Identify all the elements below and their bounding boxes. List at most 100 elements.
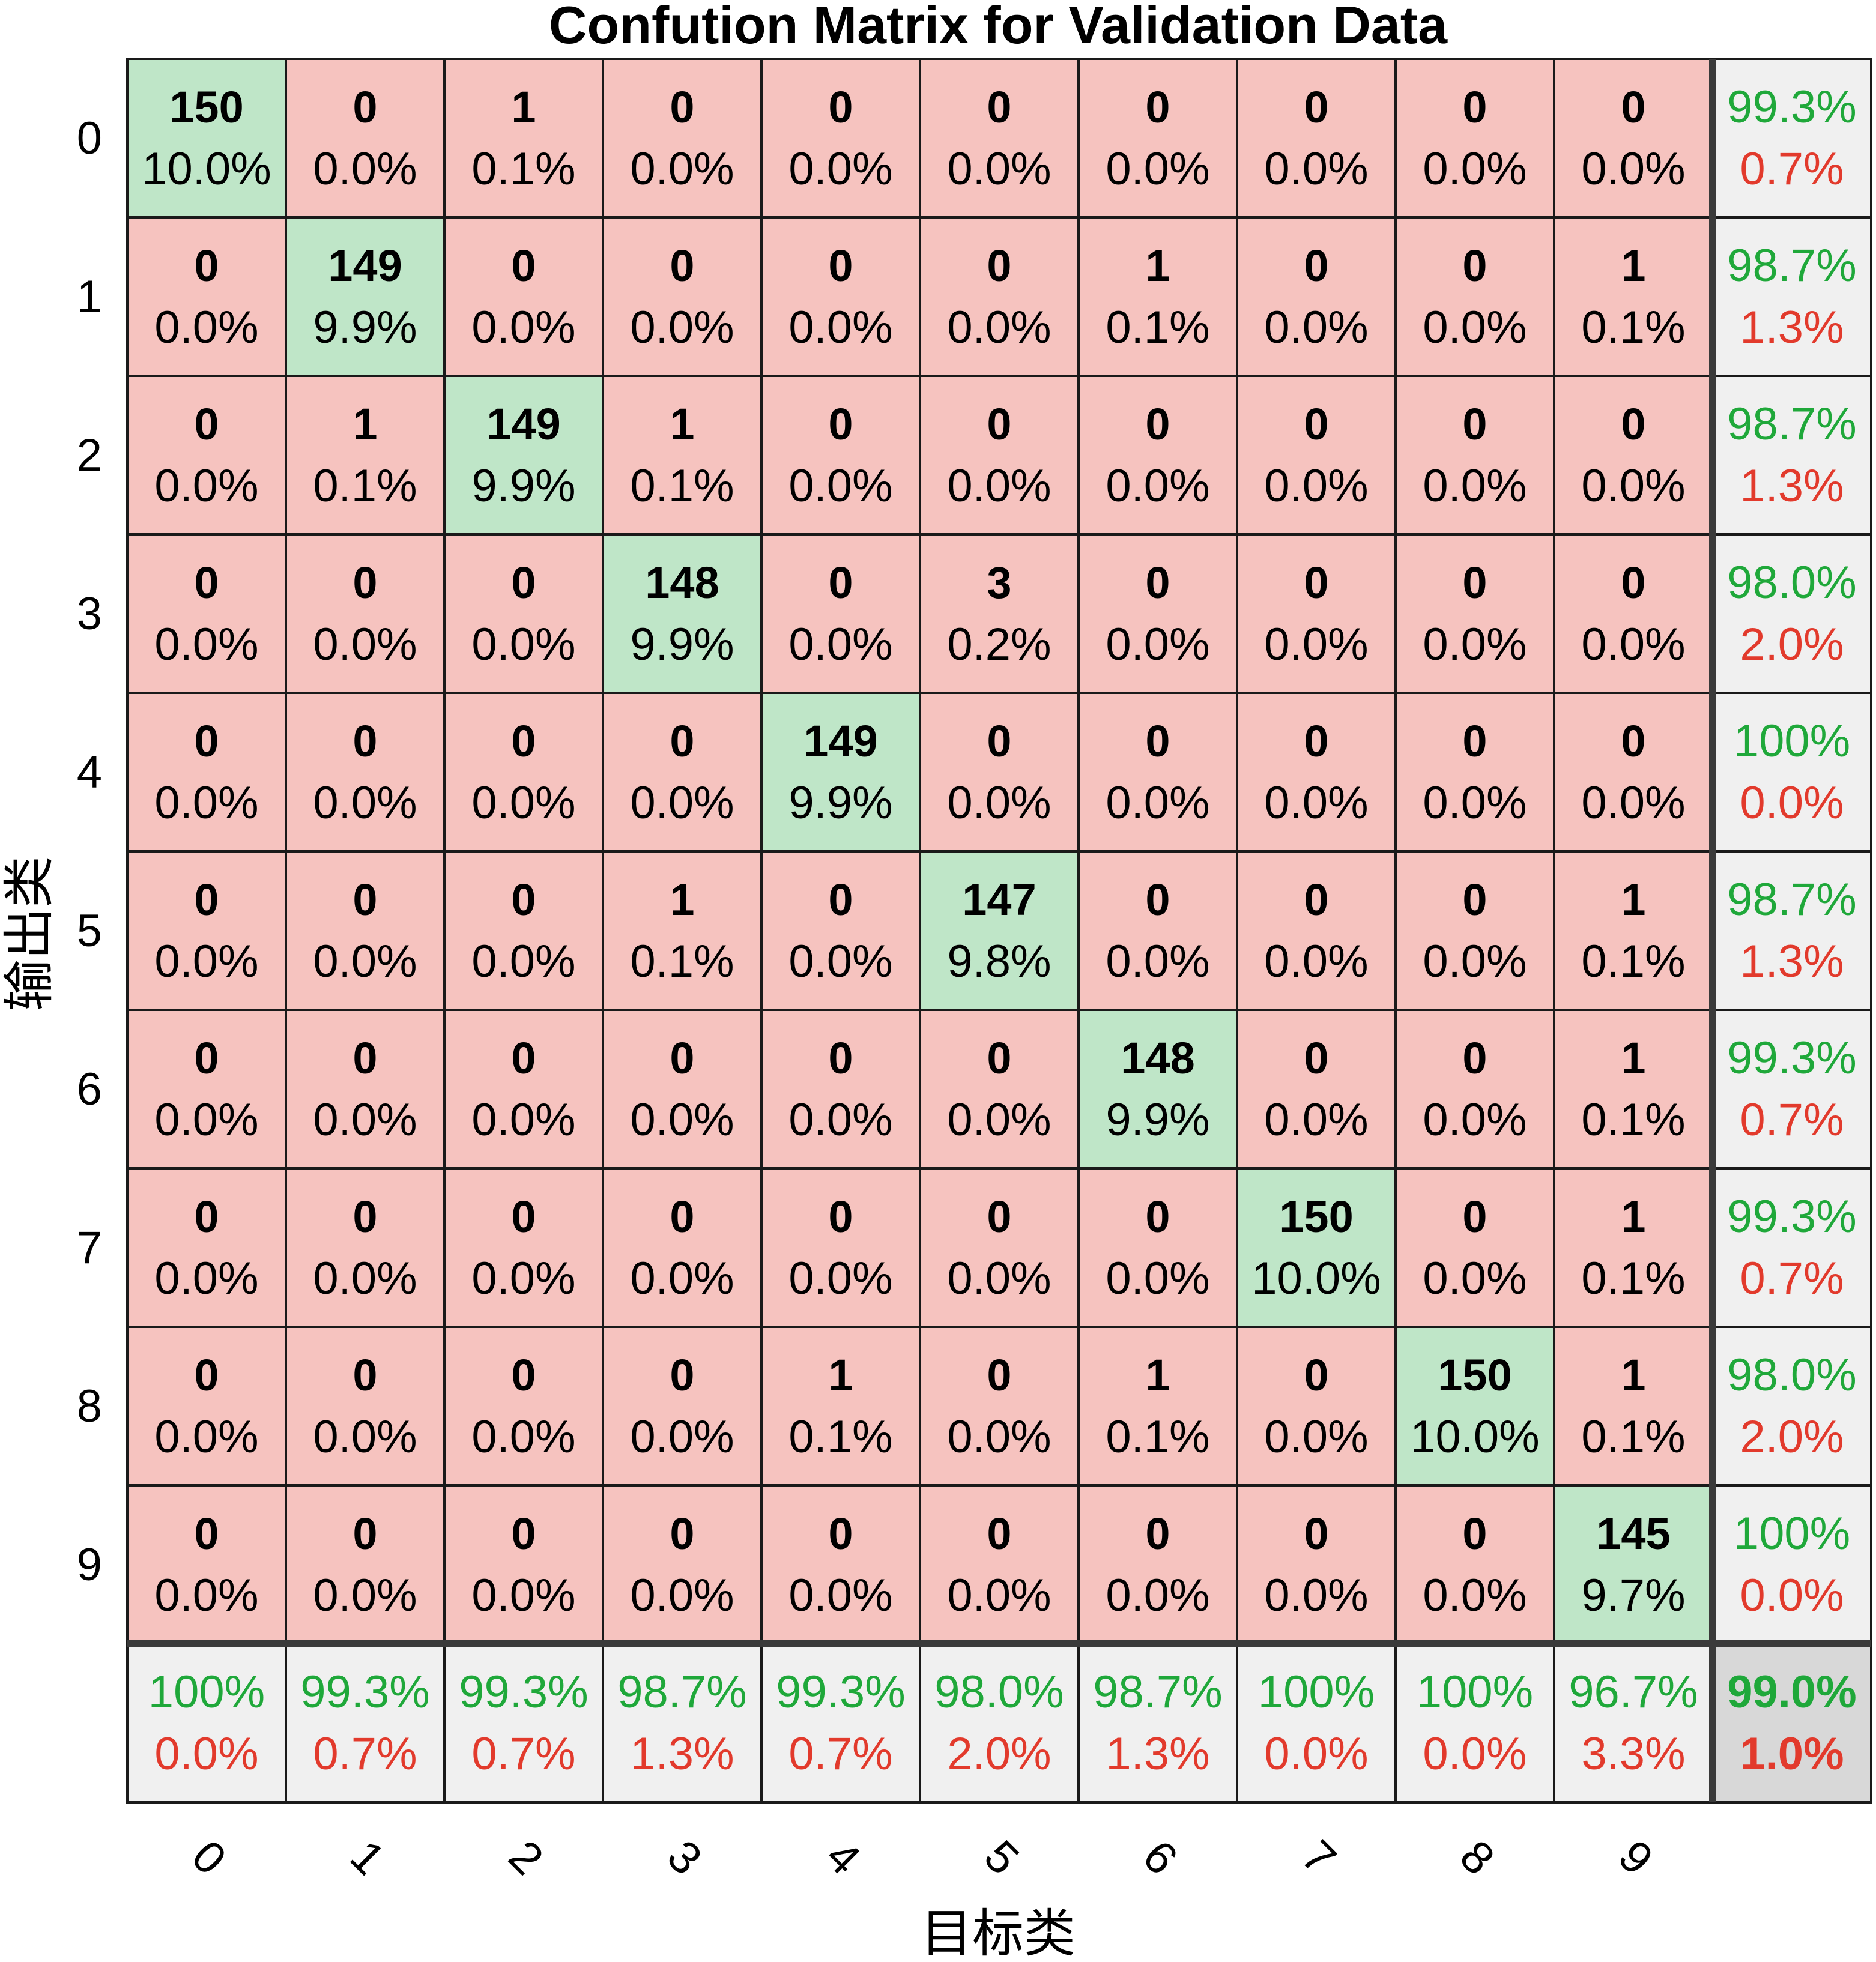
col-summary-cell [443,1643,604,1804]
cell-count: 1 [353,399,377,449]
row-summary-cell [1711,533,1872,694]
matrix-cell [602,216,763,377]
cell-percent: 0.0% [630,777,734,829]
matrix-cell [1077,692,1238,853]
x-tick-label: 0 [182,1831,236,1885]
cell-count: 0 [1621,399,1645,449]
cell-percent: 0.0% [1581,460,1685,512]
cell-count: 0 [353,1033,377,1083]
matrix-cell [919,533,1080,694]
cell-percent: 0.1% [1581,1253,1685,1304]
matrix-cell [1077,1326,1238,1487]
cell-percent: 0.0% [471,1253,575,1304]
cell-count: 147 [962,875,1036,925]
cell-count: 0 [353,875,377,925]
row-summary-cell [1711,1484,1872,1645]
matrix-cell [443,58,604,219]
matrix-cell [1236,216,1397,377]
matrix-cell [1394,1009,1555,1170]
cell-percent: 0.0% [947,143,1051,195]
x-tick-label: 1 [340,1831,395,1885]
cell-count: 0 [670,1509,694,1559]
cell-count: 1 [670,399,694,449]
cell-count: 0 [1462,241,1487,291]
cell-percent: 0.1% [1581,1411,1685,1462]
row-summary-cell [1711,216,1872,377]
cell-percent: 0.0% [1423,1253,1527,1304]
matrix-cell [760,375,921,536]
matrix-cell [1077,216,1238,377]
cell-count: 0 [194,875,219,925]
matrix-cell [1077,1009,1238,1170]
cell-count: 0 [1462,1033,1487,1083]
cell-percent: 0.0% [1106,143,1209,195]
cell-count: 0 [1304,558,1328,608]
matrix-cell [919,58,1080,219]
col-error-rate: 0.0% [154,1728,258,1779]
matrix-cell [126,1326,287,1487]
matrix-cell [1394,1326,1555,1487]
col-correct-rate: 96.7% [1569,1667,1698,1718]
cell-count: 0 [511,1192,536,1242]
matrix-cell [602,1009,763,1170]
matrix-cell [1553,533,1714,694]
cell-count: 0 [511,716,536,766]
cell-count: 0 [353,558,377,608]
x-tick-label: 9 [1609,1831,1663,1885]
matrix-cell [126,58,287,219]
row-error-rate: 1.3% [1740,936,1844,987]
row-summary-cell [1711,692,1872,853]
cell-percent: 9.9% [788,777,892,829]
matrix-cell [126,850,287,1011]
cell-percent: 9.8% [947,936,1051,987]
cell-percent: 0.0% [313,1094,417,1146]
cell-count: 0 [670,1033,694,1083]
col-error-rate: 2.0% [947,1728,1051,1779]
y-tick-label: 7 [77,1222,102,1273]
y-tick-label: 9 [77,1539,102,1590]
cell-count: 0 [1462,82,1487,132]
row-error-rate: 0.7% [1740,1253,1844,1304]
col-error-rate: 0.0% [1423,1728,1527,1779]
cell-count: 0 [194,1033,219,1083]
cell-count: 0 [194,716,219,766]
cell-percent: 0.1% [788,1411,892,1462]
matrix-cell [602,1167,763,1328]
row-summary-cell [1711,375,1872,536]
cell-count: 150 [1438,1350,1511,1400]
cell-percent: 0.0% [1423,1570,1527,1621]
cell-percent: 0.0% [630,143,734,195]
row-correct-rate: 98.7% [1727,874,1857,925]
cell-percent: 10.0% [1251,1253,1381,1304]
cell-count: 0 [511,875,536,925]
col-error-rate: 0.7% [788,1728,892,1779]
cell-count: 0 [1145,716,1170,766]
cell-percent: 0.0% [154,777,258,829]
cell-percent: 0.1% [630,460,734,512]
cell-percent: 9.9% [1106,1094,1209,1146]
cell-count: 0 [1462,558,1487,608]
x-tick-labels: 0 1 2 3 4 5 6 7 8 9 [182,1831,1663,1885]
cell-percent: 9.7% [1581,1570,1685,1621]
cell-percent: 0.0% [788,460,892,512]
col-correct-rate: 98.0% [934,1667,1064,1718]
cell-percent: 0.0% [947,777,1051,829]
cell-percent: 10.0% [142,143,271,195]
cell-count: 0 [194,558,219,608]
cell-count: 0 [828,1509,853,1559]
cell-percent: 9.9% [471,460,575,512]
cell-count: 1 [828,1350,853,1400]
cell-percent: 0.0% [1423,619,1527,670]
cell-count: 0 [1145,1509,1170,1559]
cell-percent: 0.0% [471,1094,575,1146]
y-tick-label: 5 [77,905,102,956]
cell-percent: 0.1% [630,936,734,987]
matrix-cell [443,1326,604,1487]
cell-count: 0 [670,82,694,132]
col-correct-rate: 100% [148,1667,265,1718]
cell-percent: 0.0% [1423,777,1527,829]
cell-count: 1 [1621,241,1645,291]
cell-percent: 0.0% [1423,460,1527,512]
cell-percent: 0.0% [471,1411,575,1462]
col-error-rate: 0.7% [313,1728,417,1779]
